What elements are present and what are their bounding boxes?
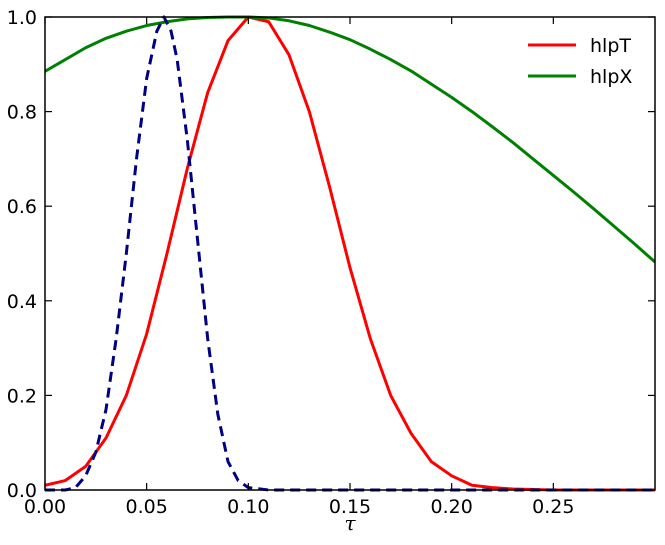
x-tick-label: 0.20 <box>431 496 473 518</box>
y-tick-label: 0.4 <box>7 291 37 313</box>
series-line-series-3 <box>45 15 655 492</box>
x-tick-label: 0.25 <box>532 496 574 518</box>
y-tick-label: 0.0 <box>7 480 37 502</box>
x-axis-label: τ <box>344 511 356 535</box>
y-tick-label: 0.8 <box>7 102 37 124</box>
ticks-layer: 0.00 0.05 0.10 0.15 0.20 0.25 0.0 0.2 0.4 0.6 0.8 1… <box>7 7 655 518</box>
y-tick-label: 0.2 <box>7 385 37 407</box>
series-line-hlpT <box>45 15 655 492</box>
series-line-hlpX <box>45 15 655 264</box>
legend: hlpT hlpX <box>528 35 632 88</box>
legend-label-hlpX: hlpX <box>590 66 632 88</box>
y-tick-label: 1.0 <box>7 7 37 29</box>
x-tick-label: 0.10 <box>227 496 269 518</box>
series-layer <box>45 15 655 492</box>
y-tick-label: 0.6 <box>7 196 37 218</box>
x-tick-label: 0.00 <box>24 496 66 518</box>
x-tick-label: 0.05 <box>126 496 168 518</box>
legend-label-hlpT: hlpT <box>590 35 631 57</box>
plot-frame <box>44 16 656 491</box>
x-tick-label: 0.15 <box>329 496 371 518</box>
